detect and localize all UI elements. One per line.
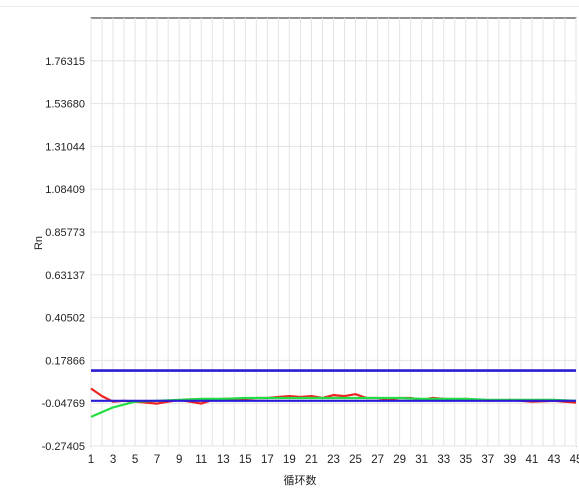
x-axis-ticks: 1 3 5 7 9 11 13 15 17 19 21 23 25 27 29 31 33 35 37 39 41 43 4… [88,454,579,466]
x-tick-label: 35 [459,454,472,466]
y-tick-label: 0.40502 [45,313,85,325]
y-tick-label: -0.27405 [42,441,85,453]
y-tick-label: 0.63137 [45,270,85,282]
y-axis-label: Rn [33,236,45,250]
x-tick-label: 31 [415,454,428,466]
x-tick-label: 25 [349,454,362,466]
x-tick-label: 33 [437,454,450,466]
x-tick-label: 43 [548,454,561,466]
y-tick-label: 0.17866 [45,355,85,367]
y-tick-label: 0.85773 [45,227,85,239]
y-tick-label: 1.76315 [45,56,85,68]
series-layer [90,369,577,418]
x-tick-label: 1 [88,454,94,466]
x-tick-label: 9 [176,454,182,466]
y-axis-ticks: -0.27405 -0.04769 0.17866 0.40502 0.63137 0.8… [42,56,85,453]
grid-lines [90,18,577,447]
x-tick-label: 17 [261,454,274,466]
y-tick-label: -0.04769 [42,398,85,410]
x-tick-label: 15 [239,454,252,466]
top-divider [0,6,579,7]
x-tick-label: 27 [371,454,384,466]
x-tick-label: 21 [305,454,318,466]
x-tick-label: 45 [570,454,579,466]
x-tick-label: 39 [503,454,516,466]
x-tick-label: 3 [110,454,116,466]
y-tick-label: 1.31044 [45,141,85,153]
x-tick-label: 5 [132,454,138,466]
x-tick-label: 7 [154,454,160,466]
x-tick-label: 19 [283,454,296,466]
y-tick-label: 1.53680 [45,99,85,111]
x-tick-label: 11 [195,454,207,466]
x-tick-label: 37 [481,454,494,466]
x-axis-label: 循环数 [284,474,317,487]
y-tick-label: 1.08409 [45,184,85,196]
x-tick-label: 29 [393,454,406,466]
x-tick-label: 41 [526,454,539,466]
x-tick-label: 13 [217,454,230,466]
x-tick-label: 23 [327,454,340,466]
